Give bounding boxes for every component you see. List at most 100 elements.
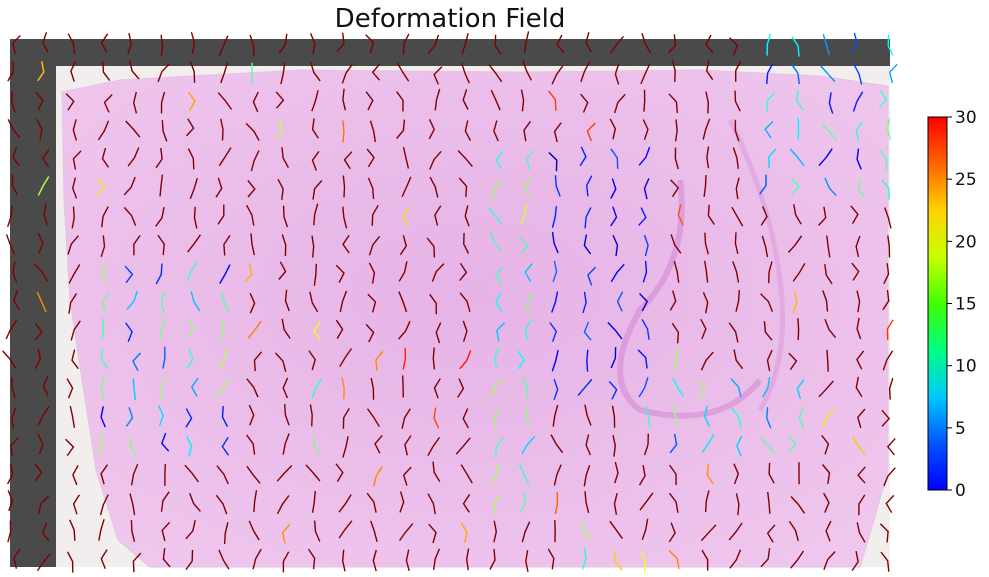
deformation-glyph [551, 206, 558, 228]
deformation-glyph [7, 118, 21, 138]
deformation-glyph [577, 378, 593, 397]
deformation-glyph [37, 232, 44, 254]
deformation-glyph [402, 347, 407, 370]
deformation-glyph [35, 91, 44, 111]
deformation-glyph [462, 232, 470, 254]
deformation-glyph [68, 293, 78, 314]
deformation-glyph [643, 433, 649, 456]
deformation-glyph [311, 118, 319, 139]
deformation-glyph [855, 121, 864, 142]
deformation-glyph [637, 349, 648, 369]
deformation-glyph [824, 177, 837, 197]
deformation-glyph [70, 320, 81, 341]
deformation-glyph [580, 61, 591, 83]
deformation-glyph [218, 347, 228, 369]
deformation-glyph [881, 179, 890, 200]
deformation-glyph [132, 91, 138, 114]
deformation-glyph [585, 175, 593, 197]
deformation-glyph [609, 118, 617, 140]
deformation-glyph [858, 178, 866, 199]
deformation-glyph [67, 33, 76, 55]
deformation-glyph [221, 436, 230, 456]
deformation-glyph [101, 318, 105, 341]
deformation-glyph [733, 463, 740, 485]
deformation-glyph [371, 204, 379, 226]
deformation-glyph [97, 120, 110, 141]
deformation-glyph [37, 176, 50, 196]
deformation-glyph [614, 63, 620, 85]
deformation-glyph [215, 379, 229, 398]
deformation-glyph [186, 261, 198, 282]
deformation-glyph [610, 347, 617, 369]
deformation-glyph [252, 91, 259, 113]
deformation-glyph [518, 463, 530, 485]
deformation-glyph [245, 122, 260, 141]
deformation-glyph [189, 492, 201, 512]
deformation-glyph [822, 290, 829, 312]
deformation-glyph [705, 34, 714, 53]
deformation-glyph [281, 318, 291, 339]
deformation-glyph [700, 524, 717, 542]
deformation-glyph [459, 292, 471, 312]
colorbar-tick-label: 0 [955, 481, 966, 501]
deformation-glyph [760, 206, 768, 226]
deformation-glyph [767, 491, 771, 514]
deformation-glyph [427, 436, 441, 457]
deformation-glyph [219, 318, 225, 340]
deformation-glyph [366, 408, 380, 428]
deformation-glyph [584, 491, 590, 513]
deformation-glyph [375, 350, 384, 371]
deformation-glyph [36, 118, 43, 140]
deformation-glyph [584, 404, 592, 426]
deformation-glyph [10, 437, 20, 457]
deformation-glyph [850, 205, 859, 224]
deformation-glyph [792, 262, 806, 282]
deformation-glyph [130, 520, 136, 542]
deformation-glyph [313, 263, 317, 286]
deformation-glyph [160, 291, 165, 314]
deformation-glyph [7, 60, 14, 82]
tissue-section [61, 69, 889, 568]
deformation-glyph [888, 63, 898, 84]
deformation-glyph [520, 236, 529, 255]
deformation-glyph [768, 261, 773, 284]
deformation-glyph [220, 118, 224, 141]
deformation-glyph [399, 235, 408, 256]
deformation-glyph [11, 34, 21, 54]
deformation-glyph [828, 92, 834, 114]
deformation-glyph [427, 493, 436, 515]
deformation-glyph [216, 465, 229, 485]
deformation-glyph [396, 119, 406, 139]
deformation-glyph [309, 33, 316, 55]
deformation-glyph [125, 322, 133, 343]
deformation-glyph [670, 179, 680, 198]
deformation-glyph [883, 467, 896, 487]
deformation-glyph [250, 150, 260, 172]
deformation-glyph [610, 263, 625, 283]
deformation-glyph [309, 291, 319, 313]
deformation-glyph [612, 234, 619, 257]
deformation-glyph [706, 146, 710, 169]
deformation-glyph [639, 492, 654, 511]
deformation-glyph [7, 490, 14, 512]
deformation-glyph [521, 436, 536, 455]
deformation-glyph [672, 377, 684, 397]
deformation-glyph [671, 60, 676, 83]
deformation-glyph [734, 90, 741, 112]
deformation-glyph [429, 176, 439, 198]
deformation-glyph [855, 235, 861, 258]
deformation-glyph [311, 378, 323, 399]
deformation-glyph [460, 62, 470, 84]
deformation-glyph [372, 549, 377, 572]
deformation-glyph [435, 322, 442, 344]
deformation-glyph [100, 235, 106, 258]
deformation-glyph [488, 207, 503, 226]
deformation-glyph [579, 146, 587, 167]
deformation-glyph [133, 234, 141, 256]
deformation-glyph [157, 63, 171, 83]
deformation-glyph [162, 548, 171, 568]
deformation-glyph [762, 376, 771, 398]
deformation-glyph [520, 89, 525, 112]
deformation-glyph [521, 377, 529, 398]
